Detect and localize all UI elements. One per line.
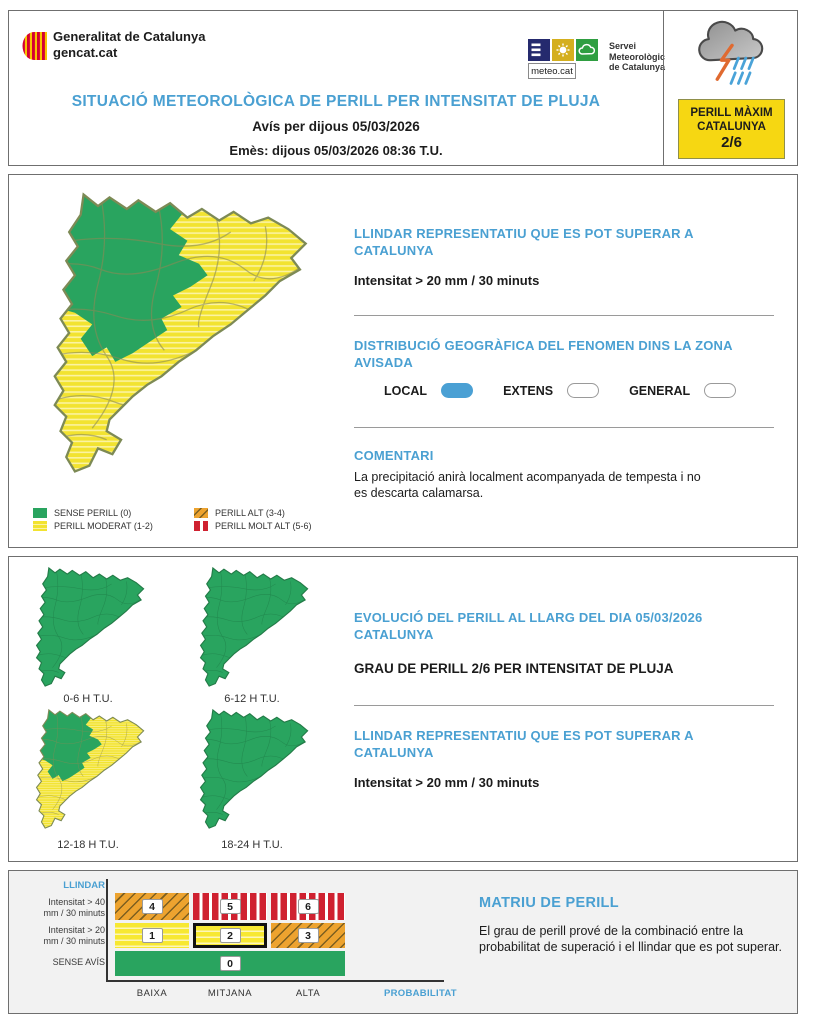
- option-local-label: LOCAL: [384, 383, 428, 398]
- option-extens-label: EXTENS: [503, 383, 554, 398]
- matrix-y-axis: [106, 879, 108, 982]
- map-label-6-12: 6-12 H T.U.: [224, 693, 280, 705]
- avis-date-line: Avís per dijous 05/03/2026: [252, 119, 420, 134]
- matrix-x-axis-label: PROBABILITAT: [384, 988, 457, 999]
- matrix-x-axis: [106, 980, 444, 982]
- smc-service-name: Servei Meteorològic de Catalunya: [609, 41, 666, 72]
- matrix-y-axis-label: LLINDAR: [63, 880, 105, 891]
- matrix-cell-0: 0: [115, 951, 345, 976]
- matrix-col-label-baixa: BAIXA: [136, 988, 168, 999]
- matrix-row-label-2: Intensitat > 20 mm / 30 minuts: [43, 925, 105, 946]
- matrix-cell-3: 3: [271, 923, 345, 948]
- llindar-value: Intensitat > 20 mm / 30 minuts: [354, 273, 540, 288]
- alert-section: SENSE PERILL (0) PERILL MODERAT (1-2) PE…: [8, 174, 798, 548]
- max-danger-panel: PERILL MÀXIM CATALUNYA 2/6: [663, 11, 798, 165]
- grau-perill-line: GRAU DE PERILL 2/6 PER INTENSITAT DE PLU…: [354, 661, 674, 676]
- option-local-toggle[interactable]: [441, 383, 474, 398]
- alert-details-column: LLINDAR REPRESENTATIU QUE ES POT SUPERAR…: [354, 175, 784, 547]
- storm-cloud-icon: [698, 20, 764, 85]
- comentari-heading: COMENTARI: [354, 448, 434, 463]
- matrix-section: LLINDAR Intensitat > 40 mm / 30 minuts I…: [8, 870, 798, 1014]
- distribucio-options: LOCAL EXTENS GENERAL: [384, 383, 737, 398]
- legend-item: PERILL MOLT ALT (5-6): [194, 519, 312, 532]
- legend-item: SENSE PERILL (0): [33, 506, 153, 519]
- matrix-cell-2-selected: 2: [193, 923, 267, 948]
- meteocat-logo-icon: [528, 39, 598, 61]
- matrix-row-label-1: Intensitat > 40 mm / 30 minuts: [43, 897, 105, 918]
- matrix-cell-1: 1: [115, 923, 189, 948]
- option-general-label: GENERAL: [629, 383, 691, 398]
- distribucio-heading: DISTRIBUCIÓ GEOGRÀFICA DEL FENOMEN DINS …: [354, 338, 733, 370]
- matrix-col-label-mitjana: MITJANA: [207, 988, 253, 999]
- matrix-cell-4: 4: [115, 893, 189, 920]
- legend-swatch-green: [33, 507, 47, 518]
- matrix-row-label-3: SENSE AVÍS: [52, 957, 105, 967]
- legend-swatch-yellow: [33, 520, 47, 531]
- evolution-map-6-12: [199, 567, 309, 687]
- gencat-line2: gencat.cat: [53, 45, 118, 60]
- option-general-toggle[interactable]: [704, 383, 737, 398]
- evolution-map-18-24: [199, 709, 309, 829]
- max-danger-badge: PERILL MÀXIM CATALUNYA 2/6: [678, 99, 785, 159]
- evolution-details-column: EVOLUCIÓ DEL PERILL AL LLARG DEL DIA 05/…: [354, 557, 784, 861]
- matriu-description: El grau de perill prové de la combinació…: [479, 924, 782, 954]
- divider: [354, 315, 774, 316]
- legend-item: PERILL ALT (3-4): [194, 506, 312, 519]
- matriu-heading: MATRIU DE PERILL: [479, 895, 619, 911]
- generalitat-senyera-icon: [22, 32, 47, 60]
- max-danger-value: 2/6: [721, 134, 742, 151]
- gencat-logo-text: Generalitat de Catalunya gencat.cat: [53, 29, 205, 61]
- header-section: Generalitat de Catalunya gencat.cat mete…: [8, 10, 798, 166]
- gencat-line1: Generalitat de Catalunya: [53, 29, 206, 44]
- catalunya-danger-map: [53, 193, 308, 473]
- map-label-12-18: 12-18 H T.U.: [57, 839, 119, 851]
- llindar-heading-2: LLINDAR REPRESENTATIU QUE ES POT SUPERAR…: [354, 728, 694, 760]
- matrix-col-label-alta: ALTA: [295, 988, 321, 999]
- legend-swatch-red: [194, 520, 208, 531]
- emes-timestamp-line: Emès: dijous 05/03/2026 08:36 T.U.: [229, 143, 443, 158]
- evolution-section: 0-6 H T.U. 6-12 H T.U. 12-18 H T.U. 18-2…: [8, 556, 798, 862]
- page-title: SITUACIÓ METEOROLÒGICA DE PERILL PER INT…: [71, 93, 601, 110]
- legend-swatch-orange: [194, 507, 208, 518]
- max-danger-line2: CATALUNYA: [697, 121, 766, 133]
- map-legend-col2: PERILL ALT (3-4) PERILL MOLT ALT (5-6): [194, 506, 312, 532]
- divider: [354, 705, 774, 706]
- comentari-text: La precipitació anirà localment acompany…: [354, 470, 701, 500]
- llindar-value-2: Intensitat > 20 mm / 30 minuts: [354, 775, 540, 790]
- legend-item: PERILL MODERAT (1-2): [33, 519, 153, 532]
- matrix-cell-5: 5: [193, 893, 267, 920]
- llindar-heading: LLINDAR REPRESENTATIU QUE ES POT SUPERAR…: [354, 226, 694, 258]
- max-danger-line1: PERILL MÀXIM: [690, 107, 773, 119]
- map-legend-col1: SENSE PERILL (0) PERILL MODERAT (1-2): [33, 506, 153, 532]
- evolution-map-0-6: [35, 567, 145, 687]
- divider: [354, 427, 774, 428]
- evolution-map-12-18: [35, 709, 145, 829]
- option-extens-toggle[interactable]: [567, 383, 600, 398]
- matrix-cell-6: 6: [271, 893, 345, 920]
- map-label-18-24: 18-24 H T.U.: [221, 839, 283, 851]
- evolucio-heading: EVOLUCIÓ DEL PERILL AL LLARG DEL DIA 05/…: [354, 610, 703, 642]
- map-label-0-6: 0-6 H T.U.: [63, 693, 113, 705]
- meteocat-label: meteo.cat: [528, 63, 576, 79]
